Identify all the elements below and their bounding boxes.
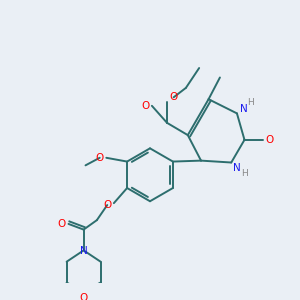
Text: O: O [169, 92, 178, 102]
Text: O: O [58, 219, 66, 229]
Text: N: N [240, 104, 248, 114]
Text: H: H [247, 98, 253, 106]
Text: H: H [241, 169, 248, 178]
Text: O: O [266, 135, 274, 145]
Text: N: N [80, 246, 88, 256]
Text: O: O [141, 101, 149, 111]
Text: O: O [80, 292, 88, 300]
Text: O: O [96, 153, 104, 163]
Text: O: O [103, 200, 111, 210]
Text: N: N [233, 163, 241, 173]
